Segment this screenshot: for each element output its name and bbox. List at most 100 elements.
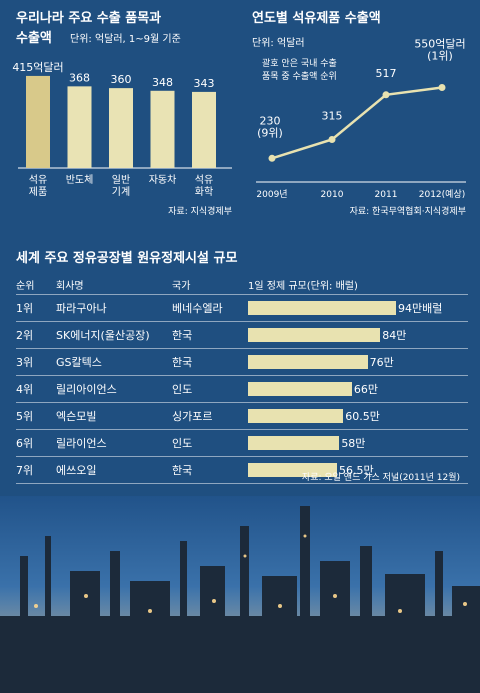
petroleum-line-chart: 230(9위) 2009년 315 2010 517 2011 550억달러(1위) 2012… (256, 37, 466, 200)
export-bar-category: 제품 (29, 186, 47, 198)
refinery-capacity: 84만 (248, 327, 468, 343)
petroleum-value-label: 315 (322, 109, 343, 122)
refinery-bar (248, 409, 344, 423)
refinery-company: SK에너지(울산공장) (56, 329, 150, 342)
petroleum-point (328, 135, 336, 143)
refinery-rank: 3위 (16, 356, 34, 369)
export-bar-category: 기계 (112, 186, 130, 198)
refinery-bar (248, 463, 337, 477)
refinery-company: 엑슨모빌 (56, 410, 97, 423)
export-bar (150, 90, 175, 168)
refinery-row: 2위 SK에너지(울산공장) 한국 84만 (16, 321, 468, 348)
refinery-country: 인도 (172, 437, 193, 450)
refinery-rank: 4위 (16, 383, 34, 396)
petroleum-note-line1: 괄호 안은 국내 수출 (262, 57, 337, 69)
export-bar-value: 415억달러 (12, 61, 63, 74)
export-bar (67, 86, 92, 168)
refinery-table-header: 순위 회사명 국가 1일 정제 규모(단위: 배럴) (16, 274, 468, 294)
petroleum-point (382, 91, 390, 99)
export-bar-value: 368 (69, 71, 90, 84)
refinery-rows: 1위 파라구아나 베네수엘라 94만배럴 2위 SK에너지(울산공장) 한국 84만 3위 GS칼… (16, 294, 468, 484)
refinery-bar-value: 58만 (341, 437, 366, 450)
refinery-bar (248, 355, 368, 369)
col-company: 회사명 (56, 280, 84, 292)
petroleum-x-tick: 2009년 (256, 189, 287, 200)
refinery-rank: 1위 (16, 302, 34, 315)
refinery-capacity: 76만 (248, 354, 468, 370)
export-bar-category: 화학 (195, 186, 213, 198)
refinery-capacity: 94만배럴 (248, 300, 468, 316)
petroleum-value-label: 550억달러 (414, 37, 465, 50)
refinery-capacity: 58만 (248, 435, 468, 451)
col-country: 국가 (172, 280, 191, 292)
refinery-country: 인도 (172, 383, 193, 396)
refinery-bar-value: 94만배럴 (398, 302, 443, 315)
export-bar-category: 반도체 (66, 174, 94, 186)
col-capacity: 1일 정제 규모(단위: 배럴) (248, 280, 358, 292)
petroleum-source: 자료: 한국무역협회·지식경제부 (350, 205, 466, 217)
petroleum-x-tick: 2012(예상) (419, 189, 466, 200)
refinery-bar (248, 328, 381, 342)
petroleum-export-unit: 단위: 억달러 (252, 36, 305, 49)
refinery-source: 자료: 오일 앤드 가스 저널(2011년 12월) (301, 473, 460, 483)
refinery-bar-value: 84만 (382, 329, 407, 342)
refinery-bar (248, 436, 340, 450)
refinery-rank: 7위 (16, 464, 34, 477)
refinery-bar-value: 60.5만 (345, 410, 380, 423)
refinery-section-title: 세계 주요 정유공장별 원유정제시설 규모 (16, 250, 237, 266)
refinery-country: 싱가포르 (172, 410, 213, 423)
refinery-capacity: 56.5만 (248, 462, 468, 478)
refinery-rank: 5위 (16, 410, 34, 423)
refinery-capacity: 66만 (248, 381, 468, 397)
petroleum-point (438, 83, 446, 91)
col-rank: 순위 (16, 280, 35, 292)
export-items-title-line1: 우리나라 주요 수출 품목과 (16, 10, 161, 26)
refinery-row: 1위 파라구아나 베네수엘라 94만배럴 (16, 294, 468, 321)
export-items-unit: 단위: 억달러, 1~9월 기준 (70, 32, 181, 45)
refinery-table: 순위 회사명 국가 1일 정제 규모(단위: 배럴) 1위 파라구아나 베네수엘라 9… (16, 274, 468, 484)
refinery-photo (0, 496, 480, 693)
export-bar-category: 일반 (112, 174, 130, 186)
petroleum-line (271, 86, 443, 160)
petroleum-point (268, 154, 276, 162)
export-bar-value: 343 (194, 77, 215, 90)
refinery-row: 5위 엑슨모빌 싱가포르 60.5만 (16, 402, 468, 429)
refinery-bar (248, 301, 396, 315)
refinery-row: 4위 릴리아이언스 인도 66만 (16, 375, 468, 402)
refinery-country: 한국 (172, 356, 193, 369)
refinery-row: 7위 에쓰오일 한국 56.5만 (16, 456, 468, 484)
export-bar (192, 91, 216, 168)
top-charts: 우리나라 주요 수출 품목과 수출액 단위: 억달러, 1~9월 기준 415억… (12, 10, 466, 217)
refinery-capacity: 60.5만 (248, 408, 468, 424)
export-bar-category: 석유 (195, 174, 213, 186)
petroleum-value-label: (1위) (427, 49, 453, 62)
section-title-layer: 세계 주요 정유공장별 원유정제시설 규모 (16, 250, 237, 266)
petroleum-export-title: 연도별 석유제품 수출액 (252, 10, 381, 26)
export-bar (109, 88, 133, 168)
petroleum-value-label: 517 (376, 67, 397, 80)
refinery-row: 3위 GS칼텍스 한국 76만 (16, 348, 468, 375)
refinery-country: 한국 (172, 464, 193, 477)
refinery-bar (248, 382, 352, 396)
export-bar-value: 348 (152, 76, 173, 89)
export-items-title-line2: 수출액 (16, 30, 52, 46)
export-bar-value: 360 (111, 73, 132, 86)
refinery-company: 릴리아이언스 (56, 383, 117, 396)
refinery-country: 베네수엘라 (172, 302, 223, 315)
refinery-bar-value: 76만 (369, 356, 394, 369)
refinery-bar-value: 66만 (353, 383, 379, 396)
refinery-company: GS칼텍스 (56, 356, 102, 369)
refinery-bar-value: 56.5만 (338, 464, 374, 477)
export-bar (26, 75, 50, 168)
petroleum-value-label: 230 (260, 114, 281, 127)
petroleum-x-tick: 2010 (321, 190, 344, 200)
refinery-company: 파라구아나 (56, 302, 107, 315)
petroleum-note-line2: 품목 중 수출액 순위 (262, 70, 337, 82)
refinery-rank: 2위 (16, 329, 34, 342)
petroleum-x-tick: 2011 (375, 190, 398, 200)
refinery-country: 한국 (172, 329, 193, 342)
refinery-company: 에쓰오일 (56, 464, 97, 477)
export-items-source: 자료: 지식경제부 (168, 205, 232, 217)
refinery-row: 6위 릴라이언스 인도 58만 (16, 429, 468, 456)
